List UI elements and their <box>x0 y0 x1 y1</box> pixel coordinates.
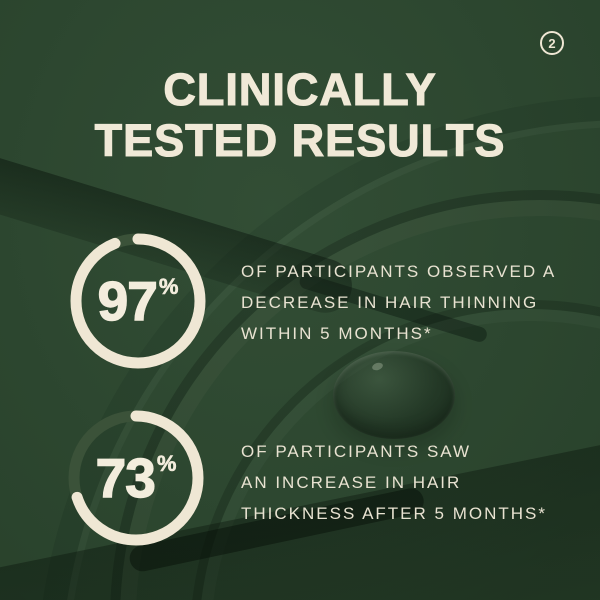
stat-line: DECREASE IN HAIR THINNING <box>241 293 539 312</box>
oil-droplet <box>333 351 455 439</box>
progress-ring-97-svg <box>70 233 206 369</box>
stat-value: 73 <box>95 446 157 509</box>
stat-line: OF PARTICIPANTS SAW <box>241 442 472 461</box>
ring-value-97: 97 % <box>68 231 208 371</box>
oil-droplet-highlight <box>371 361 384 372</box>
stat-value: 97 <box>97 269 159 332</box>
stat-unit: % <box>158 274 179 299</box>
progress-ring-73-svg <box>68 410 204 546</box>
stat-line: OF PARTICIPANTS OBSERVED A <box>241 262 557 281</box>
ring-arc <box>68 410 204 546</box>
progress-ring-97: 97 % <box>68 231 208 371</box>
stat-line: WITHIN 5 MONTHS* <box>241 324 433 343</box>
page-title: CLINICALLY TESTED RESULTS <box>0 63 600 166</box>
stat-line: AN INCREASE IN HAIR <box>241 473 462 492</box>
slide-number-label: 2 <box>548 35 556 51</box>
ring-arc <box>70 233 206 369</box>
stat-description-97: OF PARTICIPANTS OBSERVED A DECREASE IN H… <box>241 256 556 349</box>
slide-number-badge: 2 <box>540 31 564 55</box>
stat-unit: % <box>156 451 177 476</box>
title-line-1: CLINICALLY <box>163 63 437 115</box>
stat-description-73: OF PARTICIPANTS SAW AN INCREASE IN HAIR … <box>241 436 547 529</box>
stat-line: THICKNESS AFTER 5 MONTHS* <box>241 504 547 523</box>
ring-value-73: 73 % <box>66 408 206 548</box>
progress-ring-73: 73 % <box>66 408 206 548</box>
title-line-2: TESTED RESULTS <box>94 114 506 166</box>
